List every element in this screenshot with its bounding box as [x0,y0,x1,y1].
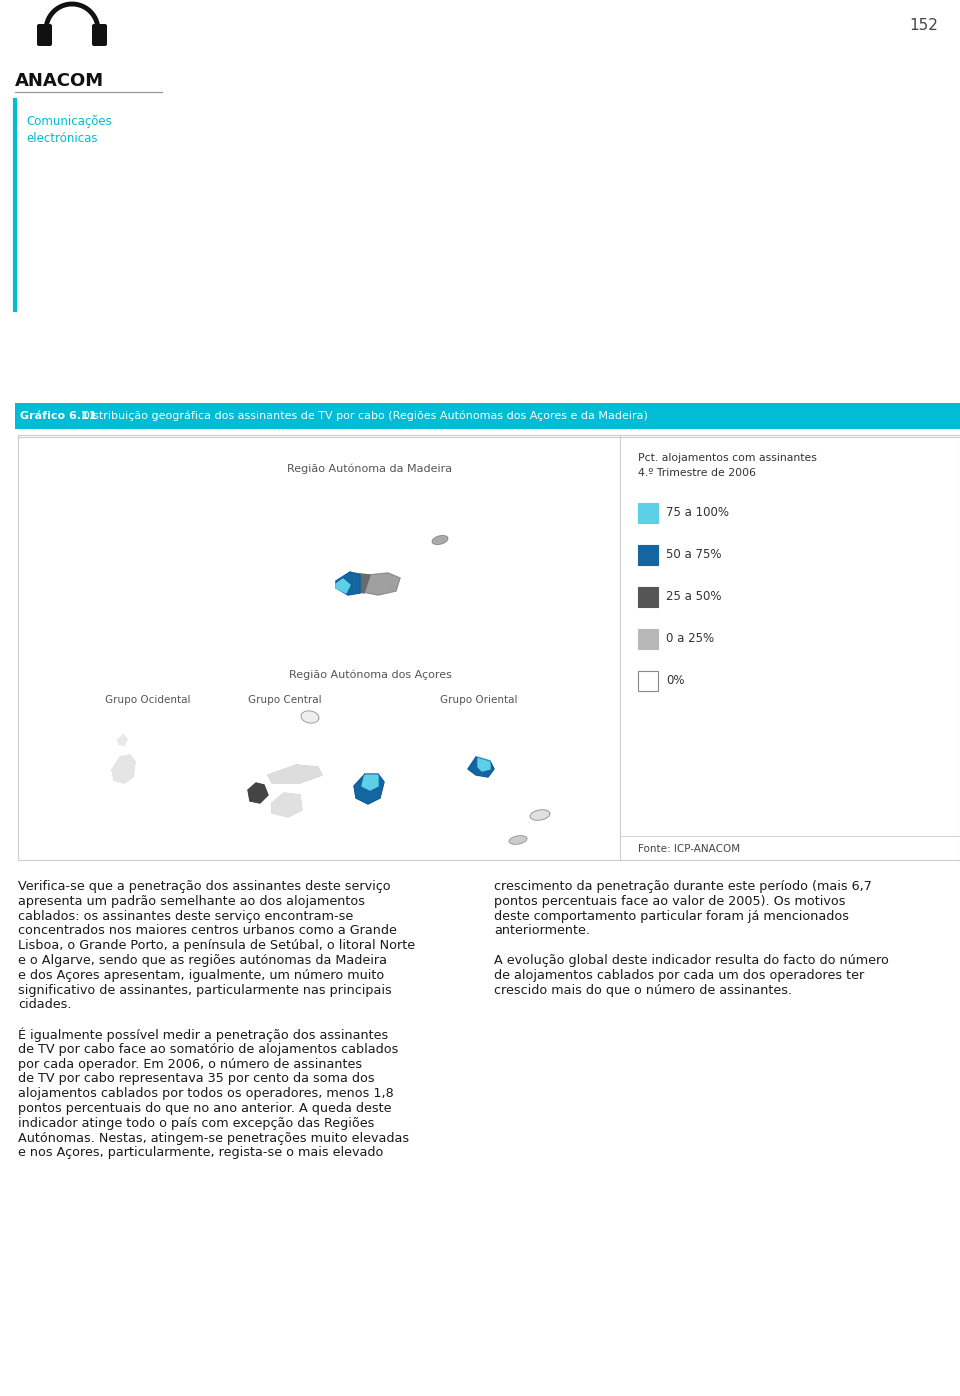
Text: e dos Açores apresentam, igualmente, um número muito: e dos Açores apresentam, igualmente, um … [18,969,384,981]
Bar [638,630,658,649]
Text: Grupo Oriental: Grupo Oriental [440,695,517,705]
Text: Grupo Ocidental: Grupo Ocidental [105,695,190,705]
Polygon shape [301,711,319,723]
Polygon shape [478,757,490,771]
Text: Região Autónoma dos Açores: Região Autónoma dos Açores [289,670,451,680]
Text: pontos percentuais do que no ano anterior. A queda deste: pontos percentuais do que no ano anterio… [18,1101,392,1115]
Bar [638,671,658,691]
Text: Verifica-se que a penetração dos assinantes deste serviço: Verifica-se que a penetração dos assinan… [18,879,391,893]
Text: 0 a 25%: 0 a 25% [666,632,714,645]
Text: cablados: os assinantes deste serviço encontram-se: cablados: os assinantes deste serviço en… [18,910,353,923]
Text: A evolução global deste indicador resulta do facto do número: A evolução global deste indicador result… [494,953,889,967]
Bar [638,503,658,524]
Polygon shape [268,765,322,783]
Polygon shape [468,757,494,778]
Text: Autónomas. Nestas, atingem-se penetrações muito elevadas: Autónomas. Nestas, atingem-se penetraçõe… [18,1132,409,1145]
Text: 25 a 50%: 25 a 50% [666,591,722,603]
Text: crescido mais do que o número de assinantes.: crescido mais do que o número de assinan… [494,984,792,997]
Polygon shape [530,810,550,821]
Text: por cada operador. Em 2006, o número de assinantes: por cada operador. Em 2006, o número de … [18,1058,362,1071]
Text: pontos percentuais face ao valor de 2005). Os motivos: pontos percentuais face ao valor de 2005… [494,895,846,907]
Polygon shape [272,793,302,817]
Text: 75 a 100%: 75 a 100% [666,507,729,519]
Text: crescimento da penetração durante este período (mais 6,7: crescimento da penetração durante este p… [494,879,872,893]
Text: de TV por cabo face ao somatório de alojamentos cablados: de TV por cabo face ao somatório de aloj… [18,1043,398,1055]
Bar [15,403,960,429]
Text: Fonte: ICP-ANACOM: Fonte: ICP-ANACOM [638,845,740,854]
Text: e o Algarve, sendo que as regiões autónomas da Madeira: e o Algarve, sendo que as regiões autóno… [18,953,387,967]
Text: de alojamentos cablados por cada um dos operadores ter: de alojamentos cablados por cada um dos … [494,969,864,981]
Text: significativo de assinantes, particularmente nas principais: significativo de assinantes, particularm… [18,984,392,997]
Text: 0%: 0% [666,674,684,687]
Text: Lisboa, o Grande Porto, a península de Setúbal, o litoral Norte: Lisboa, o Grande Porto, a península de S… [18,940,415,952]
Text: 152: 152 [909,18,938,34]
Polygon shape [336,572,360,595]
Text: Pct. alojamentos com assinantes: Pct. alojamentos com assinantes [638,452,817,463]
Polygon shape [336,579,350,593]
Polygon shape [362,773,378,790]
Text: Gráfico 6.11: Gráfico 6.11 [20,410,97,422]
Text: 50 a 75%: 50 a 75% [666,549,722,561]
Text: Distribuição geográfica dos assinantes de TV por cabo (Regiões Autónomas dos Aço: Distribuição geográfica dos assinantes d… [78,410,648,422]
Text: ANACOM: ANACOM [15,73,104,89]
Text: apresenta um padrão semelhante ao dos alojamentos: apresenta um padrão semelhante ao dos al… [18,895,365,907]
Text: e nos Açores, particularmente, regista-se o mais elevado: e nos Açores, particularmente, regista-s… [18,1146,383,1160]
Text: deste comportamento particular foram já mencionados: deste comportamento particular foram já … [494,910,849,923]
Text: alojamentos cablados por todos os operadores, menos 1,8: alojamentos cablados por todos os operad… [18,1087,394,1100]
Polygon shape [363,572,400,595]
Text: electrónicas: electrónicas [26,133,98,145]
Polygon shape [354,773,384,804]
Text: concentrados nos maiores centros urbanos como a Grande: concentrados nos maiores centros urbanos… [18,924,396,937]
Polygon shape [509,836,527,845]
Text: anteriormente.: anteriormente. [494,924,590,937]
Polygon shape [112,755,135,783]
Text: É igualmente possível medir a penetração dos assinantes: É igualmente possível medir a penetração… [18,1027,388,1043]
Polygon shape [248,783,268,803]
Text: Grupo Central: Grupo Central [248,695,322,705]
FancyBboxPatch shape [37,24,52,46]
Polygon shape [432,536,447,544]
Text: cidades.: cidades. [18,998,71,1011]
Text: Comunicações: Comunicações [26,114,111,128]
Text: 4.º Trimestre de 2006: 4.º Trimestre de 2006 [638,468,756,477]
Bar [18,436,960,860]
Bar [638,586,658,607]
Text: de TV por cabo representava 35 por cento da soma dos: de TV por cabo representava 35 por cento… [18,1072,374,1086]
Polygon shape [118,736,127,745]
Text: Região Autónoma da Madeira: Região Autónoma da Madeira [287,463,452,473]
Polygon shape [350,572,370,593]
Text: indicador atinge todo o país com excepção das Regiões: indicador atinge todo o país com excepçã… [18,1117,374,1129]
FancyBboxPatch shape [92,24,107,46]
Bar [638,544,658,565]
